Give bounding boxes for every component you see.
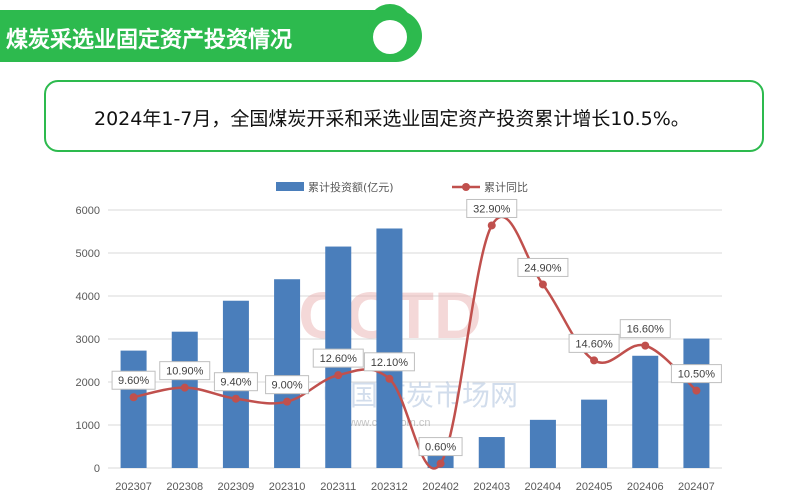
line-point (231, 394, 240, 403)
data-label: 9.00% (271, 380, 302, 392)
y-tick-label: 1000 (76, 420, 100, 432)
line-point (129, 393, 138, 402)
y-tick-label: 5000 (76, 248, 100, 260)
bar (376, 228, 403, 468)
x-tick-label: 202310 (269, 481, 306, 493)
combo-chart: CCTD 中国煤炭市场网 www.cctd.com.cn 01000200030… (76, 180, 722, 493)
bar (478, 437, 505, 468)
line-point (283, 397, 292, 406)
line-points (129, 221, 701, 468)
data-label-box (363, 352, 415, 372)
x-tick-label: 202407 (678, 481, 715, 493)
x-tick-label: 202403 (473, 481, 510, 493)
y-axis-ticks: 0 1000 2000 3000 4000 5000 6000 (76, 205, 100, 475)
data-label: 12.10% (371, 357, 409, 369)
page-title: 煤炭采选业固定资产投资情况 (6, 28, 293, 53)
data-label: 0.60% (425, 442, 456, 454)
x-tick-label: 202405 (576, 481, 613, 493)
data-labels: 9.60% 10.90% 9.40% 9.00% 12.60% 12.10% 0.60% 32… (111, 198, 722, 457)
x-tick-label: 202406 (627, 481, 664, 493)
data-label: 9.40% (220, 377, 251, 389)
data-label: 9.60% (118, 375, 149, 387)
line-point (641, 341, 650, 350)
data-label: 14.60% (575, 338, 613, 350)
line-point (487, 221, 496, 230)
data-label: 24.90% (524, 262, 562, 274)
gridlines (108, 209, 722, 469)
bar (632, 355, 659, 468)
data-label-box (517, 257, 569, 277)
line-point (538, 280, 547, 289)
summary-text: 2024年1-7月，全国煤炭开采和采选业固定资产投资累计增长10.5%。 (94, 108, 690, 130)
x-tick-label: 202308 (166, 481, 203, 493)
y-tick-label: 6000 (76, 205, 100, 217)
x-axis-ticks: 202307 202308 202309 202310 202311 202312 2024… (115, 481, 715, 493)
y-tick-label: 0 (94, 463, 100, 475)
line-point (590, 356, 599, 365)
data-label-box (312, 348, 364, 368)
bar (120, 350, 147, 468)
legend-line-label: 累计同比 (484, 181, 528, 194)
y-tick-label: 2000 (76, 377, 100, 389)
data-label: 10.90% (166, 366, 204, 378)
data-label-box (466, 198, 518, 218)
line-point (334, 371, 343, 380)
data-label-box (619, 319, 671, 339)
data-label: 12.60% (320, 353, 358, 365)
x-tick-label: 202404 (525, 481, 562, 493)
bar (529, 419, 556, 468)
bar (171, 331, 198, 468)
legend: 累计投资额(亿元) 累计同比 (276, 180, 528, 194)
bar (683, 338, 710, 468)
header-dot (373, 20, 407, 54)
x-tick-label: 202311 (320, 481, 356, 493)
data-label-box (670, 364, 722, 384)
bar (581, 399, 608, 468)
line-point (385, 374, 394, 383)
data-label: 16.60% (627, 324, 665, 336)
summary-box: 2024年1-7月，全国煤炭开采和采选业固定资产投资累计增长10.5%。 (44, 80, 764, 152)
line-point (692, 386, 701, 395)
legend-line-marker (462, 183, 470, 191)
data-label-box (111, 370, 156, 390)
bar (274, 279, 301, 468)
data-label-box (418, 437, 463, 457)
watermark-name: 中国煤炭市场网 (322, 379, 518, 412)
x-tick-label: 202402 (422, 481, 459, 493)
data-label: 10.50% (678, 369, 716, 381)
legend-bar-swatch (276, 182, 304, 191)
line-point (436, 459, 445, 468)
data-label-box (265, 375, 310, 395)
data-label-box (568, 333, 620, 353)
data-label: 32.90% (473, 203, 511, 215)
data-label-box (213, 372, 258, 392)
data-label-box (159, 361, 211, 381)
x-tick-label: 202307 (115, 481, 152, 493)
header-band: 煤炭采选业固定资产投资情况 (0, 10, 422, 62)
line-point (180, 383, 189, 392)
y-tick-label: 3000 (76, 334, 100, 346)
x-tick-label: 202312 (371, 481, 408, 493)
legend-bar-label: 累计投资额(亿元) (308, 180, 394, 194)
x-tick-label: 202309 (218, 481, 255, 493)
y-tick-label: 4000 (76, 291, 100, 303)
